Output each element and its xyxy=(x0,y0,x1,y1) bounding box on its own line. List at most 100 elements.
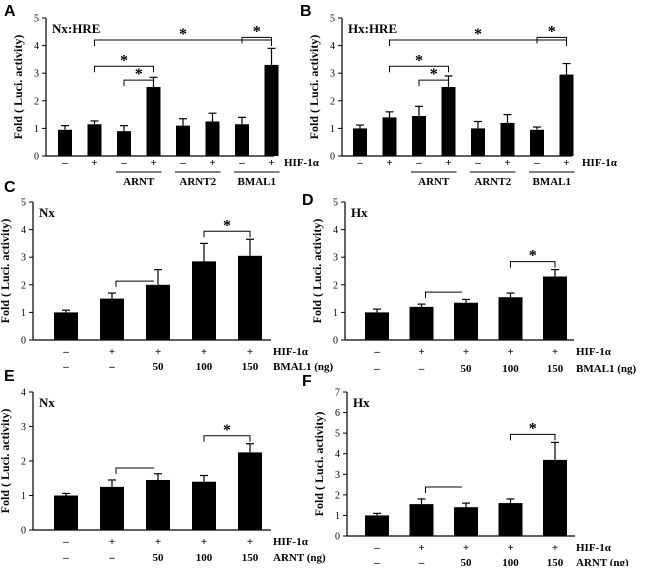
significance-bracket xyxy=(203,230,251,238)
hif-condition: + xyxy=(563,157,569,169)
group-label: ARNT2 xyxy=(474,176,511,188)
hif-condition: + xyxy=(201,536,207,548)
significance-star: * xyxy=(179,26,187,43)
y-tick-label: 1 xyxy=(21,491,26,502)
bar xyxy=(146,284,170,340)
panel-d: D 0 1 2 3 4 5 Fold ( Luci. activity) Hx * – + + + + – – 5… xyxy=(302,192,637,375)
bar xyxy=(192,261,216,340)
hif-condition: – xyxy=(179,157,186,169)
y-tick-label: 6 xyxy=(335,408,340,419)
panel-title: Nx:HRE xyxy=(52,21,100,36)
panel-a: A 0 1 2 3 4 5 Fold ( Luci. activity) Nx:HRE * * * * –… xyxy=(4,3,320,188)
group-label: ARNT2 xyxy=(179,176,216,188)
hif-row-label: HIF-1α xyxy=(576,346,612,358)
panel-title: Hx xyxy=(351,205,368,220)
bar xyxy=(559,74,574,156)
panel-letter: C xyxy=(4,179,16,196)
hif-row-label: HIF-1α xyxy=(284,157,320,169)
y-axis-label: Fold ( Luci. activity) xyxy=(312,412,326,517)
dose-row-label: ARNT (ng) xyxy=(576,557,629,566)
bar xyxy=(238,452,262,530)
y-axis-label: Fold ( Luci. activity) xyxy=(0,219,12,324)
hif-condition: + xyxy=(463,542,469,554)
bar xyxy=(543,276,567,340)
hif-condition: + xyxy=(155,346,161,358)
panel-c: C 0 1 2 3 4 5 Fold ( Luci. activity) Nx * – + + + + – – 5… xyxy=(0,179,334,373)
significance-bracket xyxy=(94,65,154,73)
y-tick-label: 0 xyxy=(21,526,26,537)
bar xyxy=(454,507,478,536)
bar xyxy=(409,306,434,340)
group-label: BMAL1 xyxy=(238,176,277,188)
dose-row-label: BMAL1 (ng) xyxy=(273,361,334,373)
hif-condition: + xyxy=(209,157,215,169)
significance-bracket xyxy=(241,36,272,44)
panel-title: Hx xyxy=(353,395,370,410)
dose-condition: – xyxy=(418,557,425,566)
panel-letter: F xyxy=(302,373,312,390)
y-tick-label: 2 xyxy=(333,280,338,291)
y-tick-label: 5 xyxy=(21,198,26,209)
y-tick-label: 5 xyxy=(34,14,39,25)
panel-e: E 0 1 2 3 4 Fold ( Luci. activity) Nx * – + + + + – – 50… xyxy=(0,368,326,564)
hif-condition: + xyxy=(463,346,469,358)
hif-condition: + xyxy=(418,542,424,554)
dose-condition: – xyxy=(108,552,115,564)
y-tick-label: 1 xyxy=(21,308,26,319)
dose-condition: 150 xyxy=(547,363,564,375)
dose-condition: 150 xyxy=(242,361,259,373)
hif-row-label: HIF-1α xyxy=(273,346,309,358)
hif-condition: – xyxy=(62,536,69,548)
y-tick-label: 1 xyxy=(335,511,340,522)
bar xyxy=(100,298,124,340)
bar xyxy=(87,124,102,156)
panel-letter: E xyxy=(4,368,15,385)
significance-star: * xyxy=(430,66,438,83)
dose-condition: – xyxy=(108,361,115,373)
significance-bracket xyxy=(536,36,567,44)
hif-condition: + xyxy=(247,346,253,358)
dose-condition: 50 xyxy=(153,361,165,373)
panel-letter: A xyxy=(4,3,16,20)
significance-star: * xyxy=(223,217,231,234)
significance-star: * xyxy=(223,422,231,439)
hif-condition: + xyxy=(507,346,513,358)
comparison-bracket xyxy=(115,467,154,474)
significance-bracket xyxy=(510,261,556,268)
y-axis-label: Fold ( Luci. activity) xyxy=(307,35,321,140)
hif-condition: – xyxy=(62,346,69,358)
y-tick-label: 4 xyxy=(333,225,338,236)
y-tick-label: 1 xyxy=(34,124,39,135)
dose-condition: – xyxy=(62,361,69,373)
hif-condition: + xyxy=(552,346,558,358)
significance-star: * xyxy=(474,26,482,43)
hif-condition: – xyxy=(356,157,363,169)
significance-star: * xyxy=(529,420,537,437)
bar xyxy=(264,64,279,156)
bar xyxy=(441,87,456,156)
hif-row-label: HIF-1α xyxy=(273,536,309,548)
y-axis-label: Fold ( Luci. activity) xyxy=(11,35,25,140)
bar xyxy=(100,486,124,530)
dose-condition: – xyxy=(418,363,425,375)
dose-condition: 100 xyxy=(502,363,519,375)
bar xyxy=(471,128,485,156)
bar xyxy=(498,503,523,536)
panel-letter: B xyxy=(300,3,312,20)
dose-condition: 150 xyxy=(242,552,259,564)
bar xyxy=(530,129,544,156)
bar xyxy=(365,515,389,536)
hif-condition: + xyxy=(552,542,558,554)
bar xyxy=(353,128,367,156)
y-tick-label: 2 xyxy=(335,490,340,501)
dose-condition: 50 xyxy=(461,363,473,375)
dose-condition: 100 xyxy=(196,361,213,373)
y-tick-label: 2 xyxy=(21,457,26,468)
hif-condition: – xyxy=(61,157,68,169)
bar xyxy=(54,495,78,530)
significance-star: * xyxy=(135,66,143,83)
dose-condition: – xyxy=(373,557,380,566)
significance-bracket xyxy=(389,65,449,73)
dose-condition: – xyxy=(62,552,69,564)
